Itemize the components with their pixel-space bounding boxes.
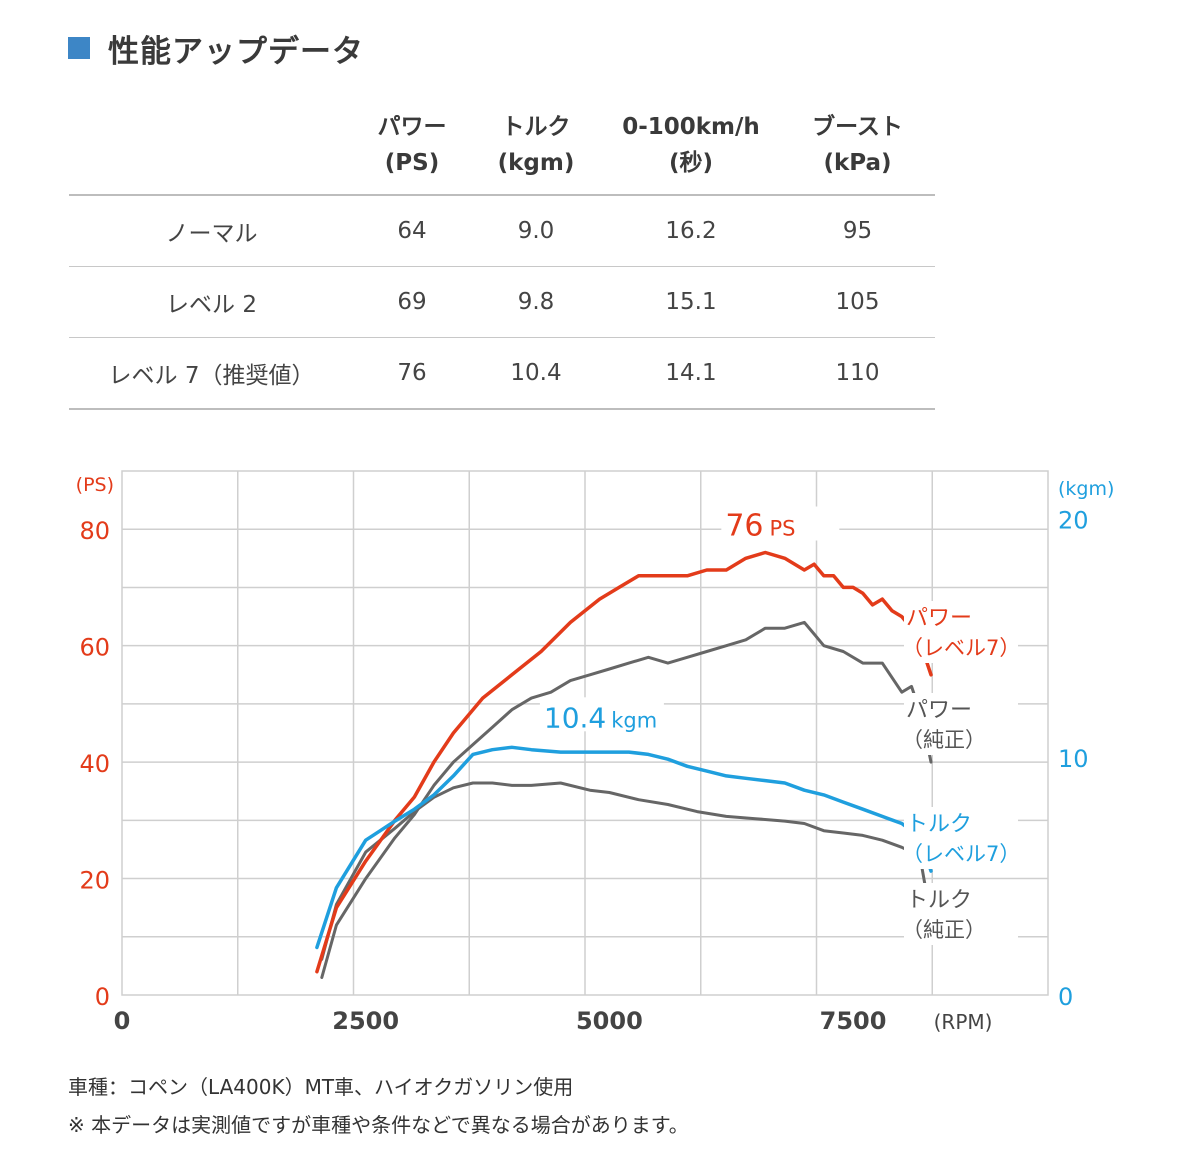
y-tick-label-left: 60 — [79, 634, 110, 662]
y-axis-label-right: (kgm) — [1058, 478, 1114, 500]
table-cell: 105 — [780, 266, 935, 338]
x-tick-label: 2500 — [332, 1007, 399, 1035]
table-row: レベル 2 69 9.8 15.1 105 — [69, 266, 935, 338]
series-label-power-lv7: パワー （レベル7） — [902, 601, 1020, 663]
table-cell: 76 — [354, 337, 470, 410]
column-header-boost: ブースト (kPa) — [780, 96, 935, 196]
series-label-torque-std: トルク （純正） — [902, 883, 1018, 945]
annotation-peak-power: 76 PS — [721, 506, 840, 544]
table-cell: 69 — [354, 266, 470, 338]
x-tick-label: 7500 — [820, 1007, 887, 1035]
y-tick-label-left: 40 — [79, 750, 110, 778]
section-heading: 性能アップデータ — [68, 28, 364, 70]
x-axis-label: (RPM) — [934, 1010, 993, 1034]
table-row: ノーマル 64 9.0 16.2 95 — [69, 195, 935, 267]
table-cell: 64 — [354, 195, 470, 267]
series-label-sub: （純正） — [902, 728, 986, 752]
y-axis-label-left: (PS) — [76, 474, 114, 496]
series-label-bg — [904, 601, 1018, 663]
performance-table: パワー (PS) トルク (kgm) 0-100km/h (秒) ブースト (kPa) … — [69, 96, 935, 410]
series-line-power-lv7 — [315, 550, 933, 974]
annotation-peak-torque: 10.4 kgm — [539, 697, 664, 734]
row-label: ノーマル — [69, 195, 354, 267]
note-disclaimer: ※ 本データは実測値ですが車種や条件などで異なる場合があります。 — [68, 1113, 689, 1137]
table-cell: 110 — [780, 337, 935, 410]
series-label-sub: （レベル7） — [902, 636, 1020, 660]
series-label-sub: （レベル7） — [902, 842, 1020, 866]
table-cell: 9.0 — [470, 195, 602, 267]
y-tick-label-left: 80 — [79, 517, 110, 545]
table-header-row: パワー (PS) トルク (kgm) 0-100km/h (秒) ブースト (kPa) — [69, 96, 935, 196]
y-tick-label-right: 0 — [1058, 983, 1073, 1011]
annotation-peak-torque-text: 10.4 kgm — [544, 701, 657, 734]
y-tick-label-left: 0 — [95, 983, 110, 1011]
column-header-power: パワー (PS) — [354, 96, 470, 196]
table-cell: 9.8 — [470, 266, 602, 338]
note-vehicle: 車種：コペン（LA400K）MT車、ハイオクガソリン使用 — [68, 1075, 574, 1099]
table-row: レベル 7（推奨値） 76 10.4 14.1 110 — [69, 337, 935, 410]
series-label-power-std: パワー （純正） — [902, 693, 1018, 755]
y-tick-label-right: 10 — [1058, 745, 1089, 773]
series-label-sub: （純正） — [902, 918, 986, 942]
table-cell: 95 — [780, 195, 935, 267]
series-line-torque-std — [320, 781, 933, 961]
table-cell: 16.2 — [602, 195, 780, 267]
series-line-power-std — [320, 620, 933, 979]
series-label-bg — [904, 883, 1018, 945]
dyno-chart: (PS) (kgm) (RPM) 0 20 40 60 80 0 10 20 0 2500 5000 750… — [76, 470, 1114, 1035]
series-label-name: トルク — [906, 812, 972, 837]
series-label-name: パワー — [906, 698, 972, 723]
column-header-torque: トルク (kgm) — [470, 96, 602, 196]
annotation-peak-power-text: 76 PS — [725, 509, 795, 544]
series-label-name: トルク — [906, 888, 972, 913]
annotation-bg — [539, 697, 664, 732]
y-tick-label-right: 20 — [1058, 507, 1089, 535]
row-label: レベル 7（推奨値） — [69, 337, 354, 410]
series-label-bg — [904, 807, 1018, 869]
table-cell: 15.1 — [602, 266, 780, 338]
row-label: レベル 2 — [69, 266, 354, 338]
annotation-bg — [721, 506, 840, 541]
series-line-torque-lv7 — [315, 745, 933, 950]
y-tick-label-left: 20 — [79, 867, 110, 895]
x-tick-label: 0 — [114, 1007, 131, 1035]
table-cell: 14.1 — [602, 337, 780, 410]
table-header-blank — [69, 96, 354, 196]
series-label-torque-lv7: トルク （レベル7） — [902, 807, 1020, 869]
series-label-name: パワー — [906, 606, 972, 631]
page-title: 性能アップデータ — [108, 33, 364, 70]
x-tick-label: 5000 — [576, 1007, 643, 1035]
column-header-acceleration: 0-100km/h (秒) — [602, 96, 780, 196]
notes: 車種：コペン（LA400K）MT車、ハイオクガソリン使用 ※ 本データは実測値で… — [68, 1072, 689, 1148]
series-label-bg — [904, 693, 1018, 755]
table-cell: 10.4 — [470, 337, 602, 410]
heading-square-icon — [68, 37, 90, 59]
